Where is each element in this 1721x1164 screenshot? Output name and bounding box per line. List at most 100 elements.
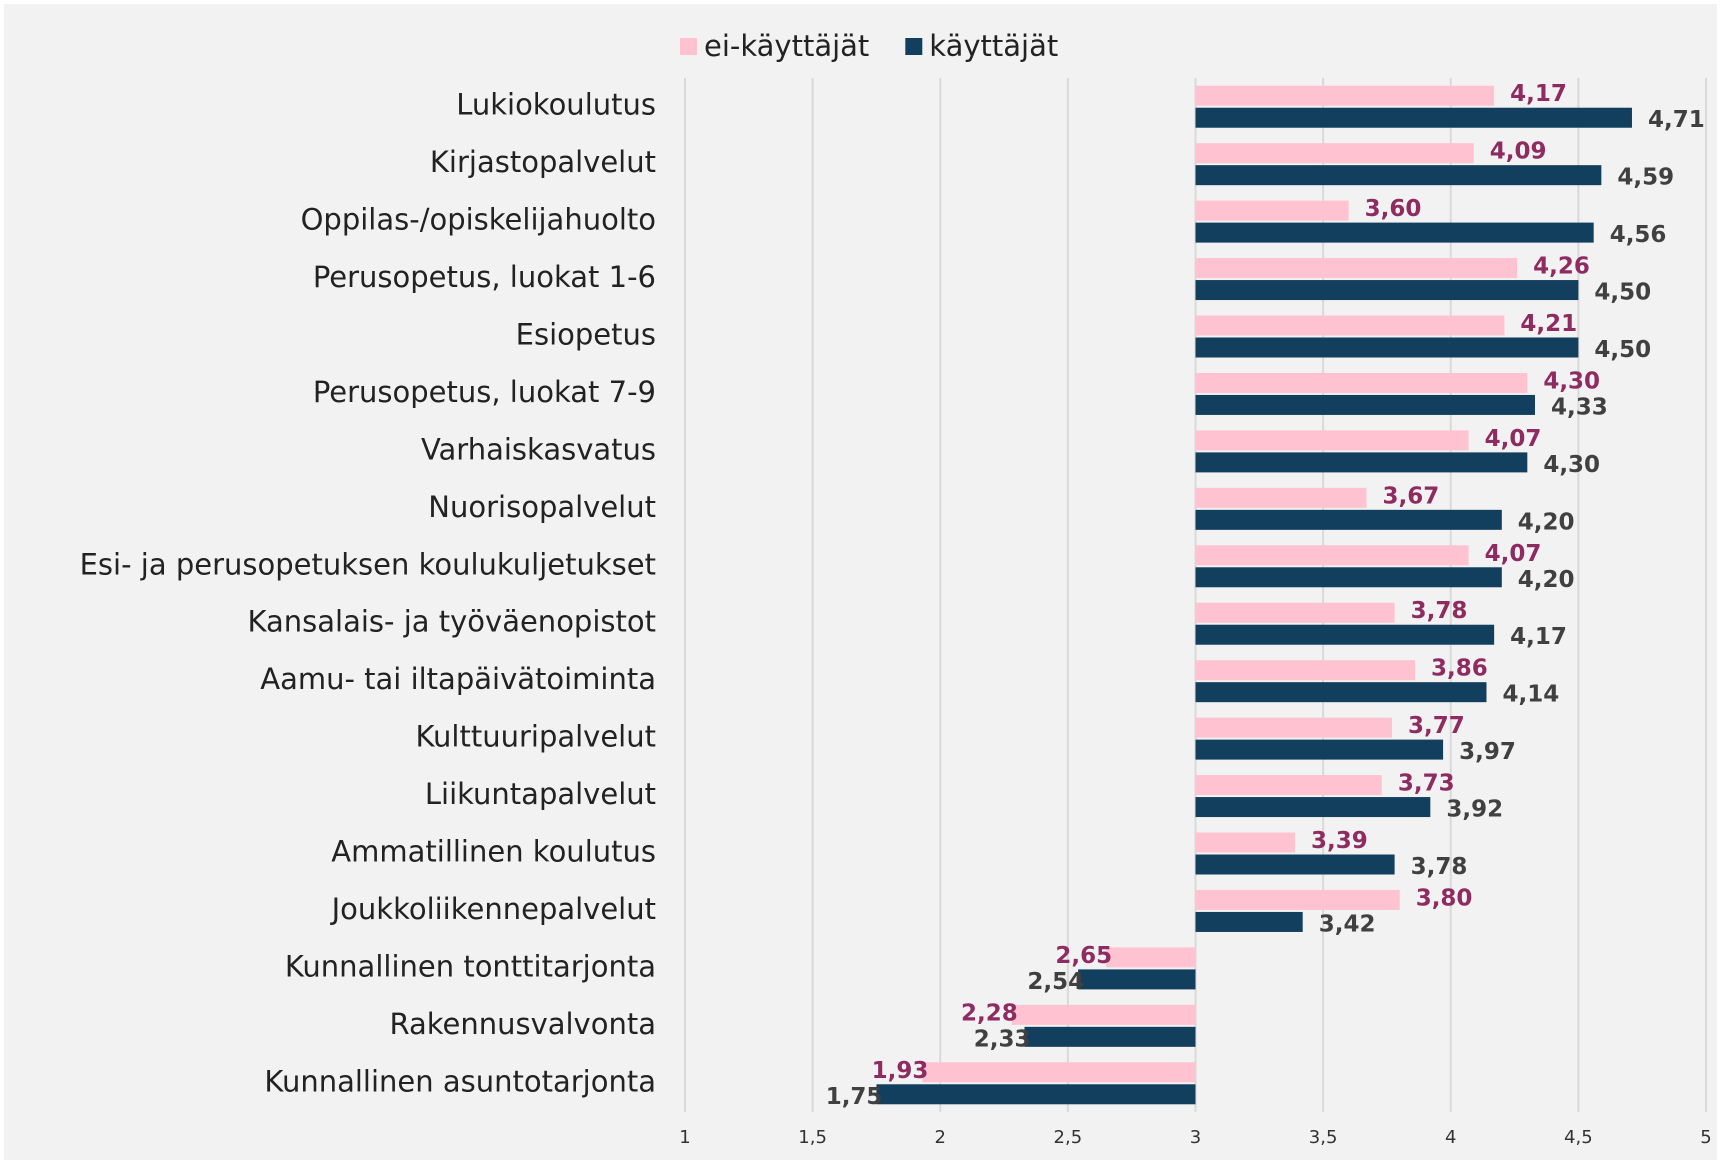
bar — [1195, 258, 1518, 279]
legend-swatch — [680, 38, 697, 55]
bar — [1195, 509, 1502, 530]
category-label: Liikuntapalvelut — [425, 777, 656, 811]
value-label: 1,93 — [872, 1058, 929, 1084]
bar — [1195, 452, 1528, 473]
value-label: 4,59 — [1617, 165, 1674, 191]
bar — [1195, 487, 1367, 508]
value-label: 2,54 — [1027, 969, 1084, 995]
category-label: Lukiokoulutus — [456, 88, 656, 122]
value-label: 4,20 — [1518, 567, 1575, 593]
value-label: 3,80 — [1416, 885, 1473, 911]
value-label: 3,78 — [1411, 598, 1468, 624]
value-label: 3,92 — [1446, 797, 1503, 823]
bar — [1195, 143, 1474, 164]
bar — [1195, 911, 1303, 932]
value-label: 3,42 — [1319, 911, 1376, 937]
bar — [1195, 107, 1632, 128]
bar — [1195, 372, 1528, 393]
bar — [1195, 567, 1502, 588]
category-label: Ammatillinen koulutus — [331, 835, 656, 869]
value-label: 2,65 — [1055, 943, 1112, 969]
value-label: 3,73 — [1398, 771, 1455, 797]
category-label: Esi- ja perusopetuksen koulukuljetukset — [80, 547, 656, 581]
bar — [1195, 624, 1495, 645]
bar — [1195, 280, 1579, 301]
x-tick-label: 4,5 — [1564, 1127, 1593, 1148]
category-label: Aamu- tai iltapäivätoiminta — [260, 662, 656, 696]
value-label: 3,39 — [1311, 828, 1368, 854]
value-label: 4,56 — [1610, 222, 1667, 248]
value-label: 4,17 — [1510, 624, 1567, 650]
category-label: Joukkoliikennepalvelut — [330, 892, 656, 926]
bar — [1195, 660, 1416, 681]
bar — [1195, 85, 1495, 106]
bar — [1195, 602, 1395, 623]
bar — [1011, 1004, 1196, 1025]
value-label: 2,28 — [961, 1000, 1018, 1026]
value-label: 4,33 — [1551, 394, 1608, 420]
category-label: Oppilas-/opiskelijahuolto — [301, 203, 656, 237]
x-tick-label: 3,5 — [1309, 1127, 1338, 1148]
category-label: Kansalais- ja työväenopistot — [248, 605, 657, 639]
value-label: 4,14 — [1502, 682, 1559, 708]
bar — [1195, 717, 1393, 738]
value-label: 4,09 — [1490, 139, 1547, 165]
value-label: 4,07 — [1485, 426, 1542, 452]
value-label: 4,30 — [1543, 452, 1600, 478]
bar — [1195, 315, 1505, 336]
category-label: Kulttuuripalvelut — [415, 720, 656, 754]
legend-label: ei-käyttäjät — [704, 29, 869, 63]
value-label: 4,07 — [1485, 541, 1542, 567]
bar — [1195, 222, 1594, 243]
bar — [1195, 889, 1400, 910]
value-label: 4,71 — [1648, 107, 1705, 133]
value-label: 3,67 — [1383, 483, 1440, 509]
value-label: 3,60 — [1365, 196, 1422, 222]
x-tick-label: 4 — [1445, 1127, 1456, 1148]
value-label: 4,20 — [1518, 509, 1575, 535]
value-label: 3,86 — [1431, 656, 1488, 682]
category-label: Kirjastopalvelut — [430, 145, 656, 179]
value-label: 4,50 — [1594, 337, 1651, 363]
x-tick-label: 5 — [1700, 1127, 1711, 1148]
bar — [1195, 854, 1395, 875]
legend-label: käyttäjät — [929, 29, 1058, 63]
bar — [1195, 775, 1382, 796]
value-label: 4,30 — [1543, 368, 1600, 394]
x-tick-label: 2 — [935, 1127, 946, 1148]
bar — [1195, 739, 1444, 760]
bar — [1195, 337, 1579, 358]
value-label: 4,50 — [1594, 280, 1651, 306]
bar — [1195, 545, 1469, 566]
value-label: 4,21 — [1520, 311, 1577, 337]
category-label: Esiopetus — [516, 318, 656, 352]
bar — [1195, 682, 1487, 703]
category-label: Kunnallinen tonttitarjonta — [285, 949, 656, 983]
value-label: 2,33 — [974, 1026, 1031, 1052]
bar — [1195, 430, 1469, 451]
category-label: Rakennusvalvonta — [389, 1007, 656, 1041]
value-label: 3,97 — [1459, 739, 1516, 765]
value-label: 3,78 — [1411, 854, 1468, 880]
bar — [922, 1062, 1196, 1083]
value-label: 4,26 — [1533, 254, 1590, 280]
category-label: Perusopetus, luokat 1-6 — [313, 260, 656, 294]
x-tick-label: 1 — [679, 1127, 690, 1148]
x-tick-label: 2,5 — [1054, 1127, 1083, 1148]
value-label: 4,17 — [1510, 81, 1567, 107]
bar — [1195, 200, 1349, 221]
bar — [1195, 165, 1602, 186]
bar — [876, 1084, 1196, 1105]
x-tick-label: 1,5 — [798, 1127, 827, 1148]
bar — [1078, 969, 1196, 990]
bar — [1195, 797, 1431, 818]
bar — [1024, 1026, 1196, 1047]
category-label: Perusopetus, luokat 7-9 — [313, 375, 656, 409]
legend-swatch — [905, 38, 923, 55]
value-label: 1,75 — [826, 1084, 883, 1110]
bar — [1106, 947, 1196, 968]
bar — [1195, 394, 1535, 415]
category-label: Varhaiskasvatus — [421, 432, 656, 466]
bar — [1195, 832, 1296, 853]
